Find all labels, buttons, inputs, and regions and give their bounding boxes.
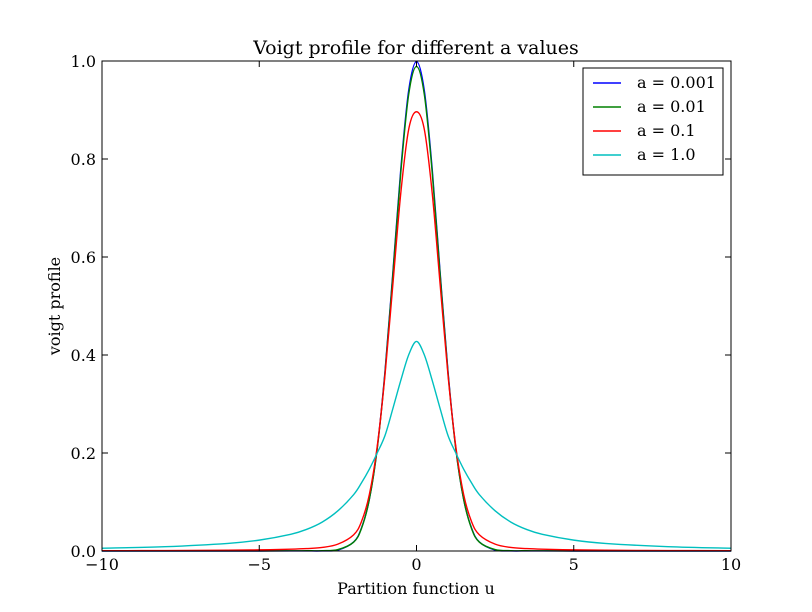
y-tick-label: 0.4 bbox=[71, 346, 96, 365]
axis-ticks bbox=[101, 60, 732, 552]
legend-label: a = 0.01 bbox=[637, 97, 706, 116]
y-tick-label: 0.8 bbox=[71, 150, 96, 169]
y-axis-label: voigt profile bbox=[45, 257, 64, 356]
y-tick-label: 0.6 bbox=[71, 248, 96, 267]
axis-tick-labels: −10 −5 0 5 10 0.0 0.2 0.4 0.6 0.8 1.0 bbox=[71, 52, 742, 574]
x-tick-label: 10 bbox=[721, 555, 741, 574]
legend-box bbox=[582, 67, 724, 176]
y-tick-label: 0.2 bbox=[71, 444, 96, 463]
chart-title: Voigt profile for different a values bbox=[252, 37, 579, 59]
x-tick-label: 5 bbox=[569, 555, 579, 574]
x-tick-label: −10 bbox=[85, 555, 119, 574]
y-tick-label: 1.0 bbox=[71, 52, 96, 71]
series-line-3 bbox=[101, 340, 732, 549]
legend-label: a = 0.1 bbox=[637, 121, 696, 140]
x-tick-label: −5 bbox=[247, 555, 271, 574]
series-line-2 bbox=[101, 111, 732, 552]
x-axis-label: Partition function u bbox=[337, 579, 495, 598]
legend-label: a = 0.001 bbox=[637, 73, 716, 92]
x-tick-label: 0 bbox=[411, 555, 421, 574]
y-tick-label: 0.0 bbox=[71, 542, 96, 561]
legend-label: a = 1.0 bbox=[637, 145, 696, 164]
legend: a = 0.001 a = 0.01 a = 0.1 a = 1.0 bbox=[582, 67, 724, 176]
